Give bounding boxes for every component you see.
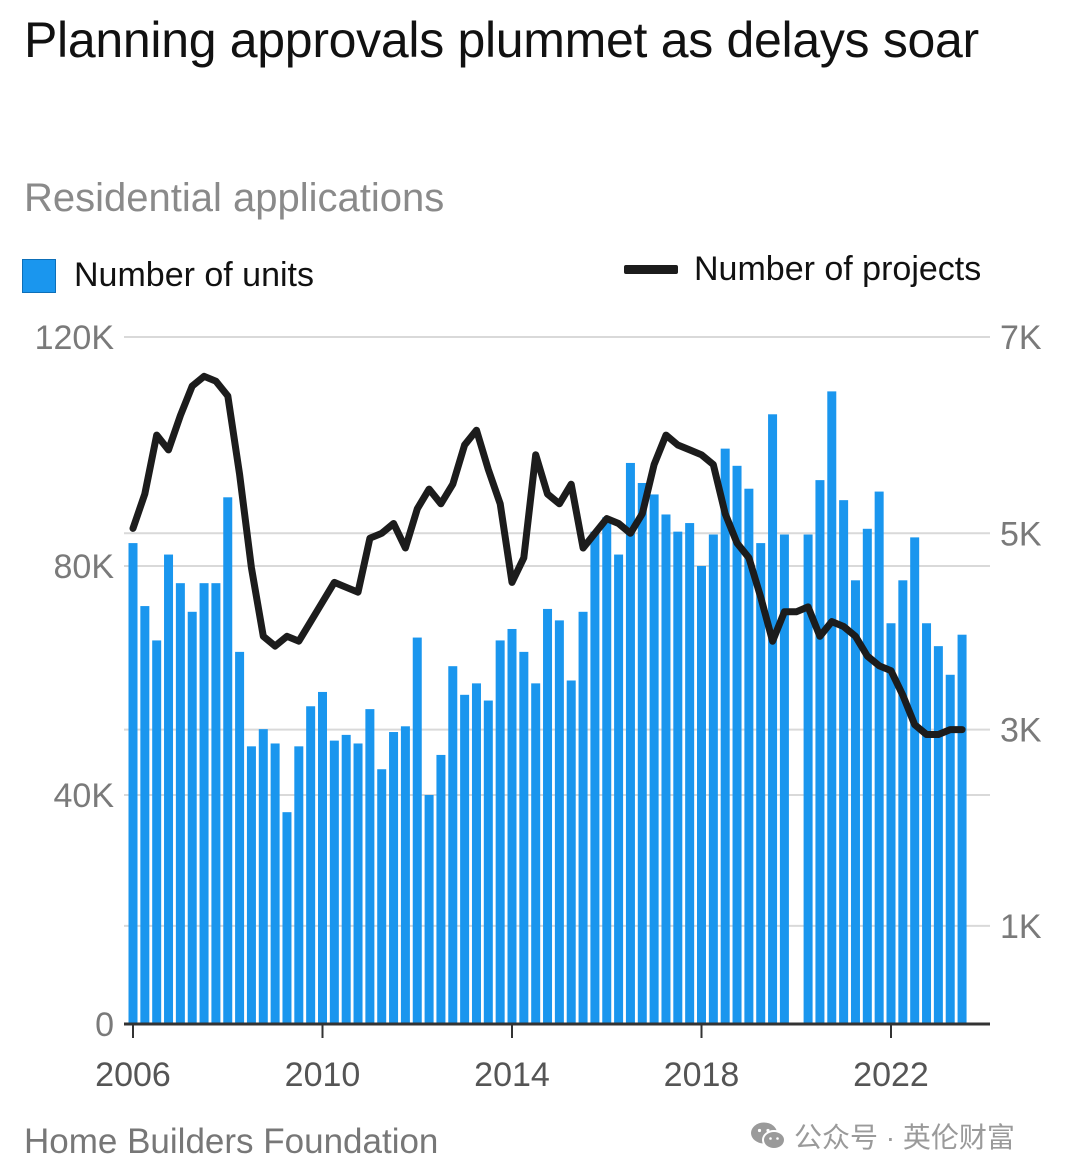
x-tick-label: 2010: [285, 1056, 361, 1094]
chart-subtitle: Residential applications: [24, 176, 445, 220]
bar: [424, 795, 434, 1024]
bar: [768, 414, 778, 1025]
bar: [128, 543, 138, 1024]
wechat-icon: [751, 1122, 786, 1150]
bar: [519, 651, 529, 1024]
bar: [199, 583, 209, 1024]
bar: [625, 462, 635, 1024]
watermark: 公众号 · 英伦财富: [750, 1116, 1015, 1156]
bar: [590, 531, 600, 1024]
y-left-tick-label: 80K: [54, 548, 115, 586]
bar: [578, 611, 588, 1024]
y-left-tick-label: 120K: [35, 319, 115, 357]
bar: [898, 580, 908, 1024]
legend-label-units: Number of units: [74, 256, 314, 294]
bar: [365, 709, 375, 1024]
bar: [329, 740, 339, 1024]
bar: [306, 706, 316, 1024]
legend-swatch-units: [22, 258, 56, 293]
bar: [294, 746, 304, 1024]
bar: [910, 537, 920, 1024]
bar: [756, 543, 766, 1024]
bar: [389, 732, 399, 1024]
bar: [957, 634, 967, 1024]
bar: [235, 651, 245, 1024]
bar: [697, 566, 706, 1024]
bar: [779, 534, 789, 1024]
bar: [850, 580, 860, 1024]
bar: [673, 531, 683, 1024]
legend-item-units: Number of units: [22, 256, 314, 295]
bar: [649, 494, 659, 1024]
bar: [827, 391, 837, 1024]
bar: [862, 528, 872, 1024]
bar: [732, 465, 742, 1024]
bar: [708, 534, 718, 1024]
bar: [507, 628, 517, 1024]
bar: [602, 517, 612, 1024]
bar: [152, 640, 162, 1024]
x-tick-label: 2022: [853, 1056, 929, 1094]
bar: [460, 694, 470, 1024]
bar: [933, 646, 943, 1024]
bar: [614, 554, 624, 1024]
bar: [282, 812, 292, 1024]
chart-title: Planning approvals plummet as delays soa…: [24, 12, 979, 68]
bar: [945, 674, 955, 1024]
bar: [258, 729, 268, 1024]
bar: [270, 743, 280, 1024]
bar: [720, 448, 730, 1024]
bar: [353, 743, 363, 1024]
bar: [175, 583, 185, 1024]
bar: [187, 611, 197, 1024]
bar: [211, 583, 221, 1024]
bar: [341, 734, 351, 1024]
bar: [554, 620, 564, 1024]
bar: [400, 726, 410, 1024]
y-right-tick-label: 3K: [1000, 712, 1042, 750]
bar: [318, 691, 327, 1024]
bar: [874, 491, 884, 1024]
bar: [886, 623, 896, 1024]
bar: [543, 608, 553, 1024]
bar: [803, 534, 813, 1024]
x-tick-label: 2018: [664, 1056, 740, 1094]
bar: [744, 488, 754, 1024]
legend-item-projects: Number of projects: [624, 250, 981, 289]
legend-label-projects: Number of projects: [694, 250, 982, 288]
bar: [164, 554, 174, 1024]
x-tick-label: 2006: [95, 1056, 171, 1094]
source-note: Home Builders Foundation: [24, 1122, 439, 1161]
bar: [495, 640, 505, 1024]
legend-swatch-projects: [624, 265, 678, 274]
bar: [839, 500, 849, 1025]
watermark-text: 公众号 · 英伦财富: [794, 1122, 1015, 1153]
bar: [637, 482, 647, 1024]
bar: [483, 700, 493, 1024]
y-left-tick-label: 40K: [54, 777, 115, 815]
bar: [377, 769, 387, 1024]
bar: [815, 480, 825, 1024]
bar: [922, 623, 932, 1024]
y-right-tick-label: 7K: [1000, 319, 1042, 357]
bar: [661, 514, 671, 1024]
bar: [223, 497, 233, 1024]
bar: [566, 680, 576, 1024]
x-tick-label: 2014: [474, 1056, 550, 1094]
y-right-tick-label: 1K: [1000, 908, 1042, 946]
bar: [412, 637, 422, 1024]
bar: [448, 666, 458, 1024]
bar: [685, 523, 695, 1024]
y-right-tick-label: 5K: [1000, 515, 1042, 553]
bar: [246, 746, 256, 1024]
y-left-tick-label: 0: [95, 1006, 114, 1044]
bar: [140, 606, 150, 1024]
bar: [471, 683, 481, 1024]
bar: [436, 754, 446, 1024]
bar: [531, 683, 541, 1024]
